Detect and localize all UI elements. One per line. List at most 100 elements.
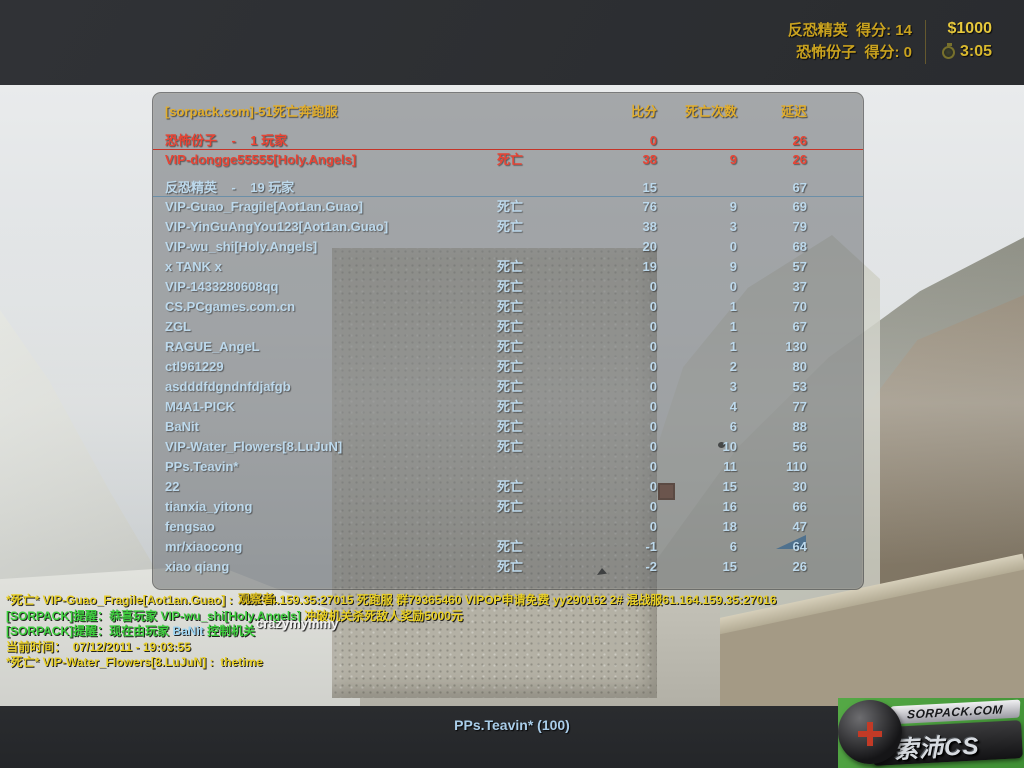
player-name: asdddfdgndnfdjafgb	[165, 379, 291, 394]
player-status: 死亡	[497, 499, 524, 514]
player-deaths: 15	[722, 479, 737, 494]
player-row: VIP-Water_Flowers[8.LuJuN] 死亡 0 10 56	[153, 437, 863, 457]
scoreboard-teams: 恐怖份子 - 1 玩家 0 26 VIP-dongge55555[Holy.Angel…	[153, 132, 863, 577]
player-score: 0	[649, 419, 657, 434]
player-name: VIP-YinGuAngYou123[Aot1an.Guao]	[165, 219, 389, 234]
player-name: fengsao	[165, 519, 215, 534]
column-header-latency: 延迟	[780, 104, 807, 119]
player-name: xiao qiang	[165, 559, 230, 574]
player-score: 19	[642, 259, 657, 274]
player-deaths: 0	[729, 279, 737, 294]
player-score: -1	[645, 539, 657, 554]
player-score: 0	[649, 519, 657, 534]
player-name: RAGUE_AngeL	[165, 339, 260, 354]
player-deaths: 6	[729, 419, 737, 434]
player-score: 0	[649, 339, 657, 354]
player-status: 死亡	[497, 319, 524, 334]
round-timer: 3:05	[941, 42, 992, 61]
hud-ct-line: 反恐精英 得分: 14	[787, 22, 912, 39]
player-status: 死亡	[497, 259, 524, 274]
player-row: VIP-dongge55555[Holy.Angels] 死亡 38 9 26	[153, 150, 863, 170]
player-name: ZGL	[165, 319, 191, 334]
player-deaths: 1	[729, 299, 737, 314]
player-latency: 69	[792, 199, 807, 214]
chat-segment: [SORPACK]提醒：	[6, 608, 110, 623]
player-score: 0	[649, 279, 657, 294]
player-name: M4A1-PICK	[165, 399, 236, 414]
chat-line: *死亡* VIP-Guao_Fragile[Aot1an.Guao] : 61.…	[6, 593, 1016, 609]
player-row: tianxia_yitong 死亡 0 16 66	[153, 497, 863, 517]
chat-line: [SORPACK]提醒：现在由玩家 BaNit 控制机关	[6, 624, 1016, 640]
chat-line: 当前时间： 07/12/2011 - 19:03:55	[6, 640, 1016, 656]
player-score: 0	[649, 479, 657, 494]
column-header-deaths: 死亡次数	[684, 104, 737, 119]
player-deaths: 9	[729, 152, 737, 167]
player-latency: 77	[792, 399, 807, 414]
player-latency: 68	[792, 239, 807, 254]
chat-segment: BaNit	[172, 624, 204, 638]
timer-value: 3:05	[959, 43, 992, 60]
player-deaths: 2	[729, 359, 737, 374]
player-score: 20	[642, 239, 657, 254]
player-deaths: 3	[729, 379, 737, 394]
player-name: tianxia_yitong	[165, 499, 253, 514]
player-status: 死亡	[497, 359, 524, 374]
team-score: 15	[642, 180, 657, 195]
player-score: 0	[649, 499, 657, 514]
player-deaths: 11	[723, 459, 737, 474]
player-name: BaNit	[165, 419, 199, 434]
team-header-row: 反恐精英 - 19 玩家 15 67	[153, 179, 863, 197]
chat-segment: 恭喜玩家 VIP-wu_shi[Holy.Angels]	[109, 608, 305, 623]
player-status: 死亡	[497, 299, 524, 314]
team-section: 反恐精英 - 19 玩家 15 67 VIP-Guao_Fragile[Aot1an.…	[153, 179, 863, 577]
player-row: fengsao 0 18 47	[153, 517, 863, 537]
player-score: 38	[642, 219, 657, 234]
team-score: 0	[649, 133, 657, 148]
player-latency: 53	[792, 379, 807, 394]
player-status: 死亡	[497, 152, 524, 167]
player-deaths: 15	[722, 559, 737, 574]
player-score: 0	[649, 359, 657, 374]
player-name: ctl961229	[165, 359, 224, 374]
chat-segment: 冲破机关杀死敌人奖励5000元	[304, 608, 463, 623]
player-status: 死亡	[497, 539, 524, 554]
player-latency: 30	[792, 479, 807, 494]
player-deaths: 16	[722, 499, 737, 514]
player-row: xiao qiang 死亡 -2 15 26	[153, 557, 863, 577]
player-status: 死亡	[497, 279, 524, 294]
player-row: 22 死亡 0 15 30	[153, 477, 863, 497]
chat-line: *死亡* VIP-Water_Flowers[8.LuJuN] : thetim…	[6, 655, 1016, 671]
player-name: VIP-1433280608qq	[165, 279, 279, 294]
player-row: CS.PCgames.com.cn 死亡 0 1 70	[153, 297, 863, 317]
scoreboard-header-row: [sorpack.com]-51死亡奔跑服 比分 死亡次数 延迟	[153, 101, 863, 123]
player-deaths: 4	[729, 399, 737, 414]
team-label: 恐怖份子 - 1 玩家	[165, 133, 288, 148]
player-score: 0	[649, 459, 657, 474]
player-status: 死亡	[497, 199, 524, 214]
team-latency: 67	[792, 180, 807, 195]
player-latency: 57	[792, 259, 807, 274]
player-latency: 26	[792, 152, 807, 167]
logo-brand-text: 索沛CS	[893, 732, 981, 765]
player-score: 0	[649, 319, 657, 334]
player-latency: 130	[785, 339, 807, 354]
player-score: 38	[642, 152, 657, 167]
team-label: 反恐精英 - 19 玩家	[165, 180, 295, 195]
player-latency: 88	[792, 419, 807, 434]
player-deaths: 9	[729, 199, 737, 214]
player-row: asdddfdgndnfdjafgb 死亡 0 3 53	[153, 377, 863, 397]
player-deaths: 18	[722, 519, 737, 534]
player-latency: 37	[792, 279, 807, 294]
player-latency: 56	[792, 439, 807, 454]
player-name: VIP-Guao_Fragile[Aot1an.Guao]	[165, 199, 363, 214]
player-latency: 66	[792, 499, 807, 514]
chat-segment: *死亡* VIP-Guao_Fragile[Aot1an.Guao] : 61.…	[6, 593, 777, 607]
player-latency: 110	[786, 459, 807, 474]
player-deaths: 9	[729, 259, 737, 274]
player-row: mr/xiaocong 死亡 -1 6 64	[153, 537, 863, 557]
player-name: mr/xiaocong	[165, 539, 243, 554]
player-status: 死亡	[497, 219, 524, 234]
player-status: 死亡	[497, 419, 524, 434]
player-deaths: 6	[729, 539, 737, 554]
player-score: 0	[649, 439, 657, 454]
